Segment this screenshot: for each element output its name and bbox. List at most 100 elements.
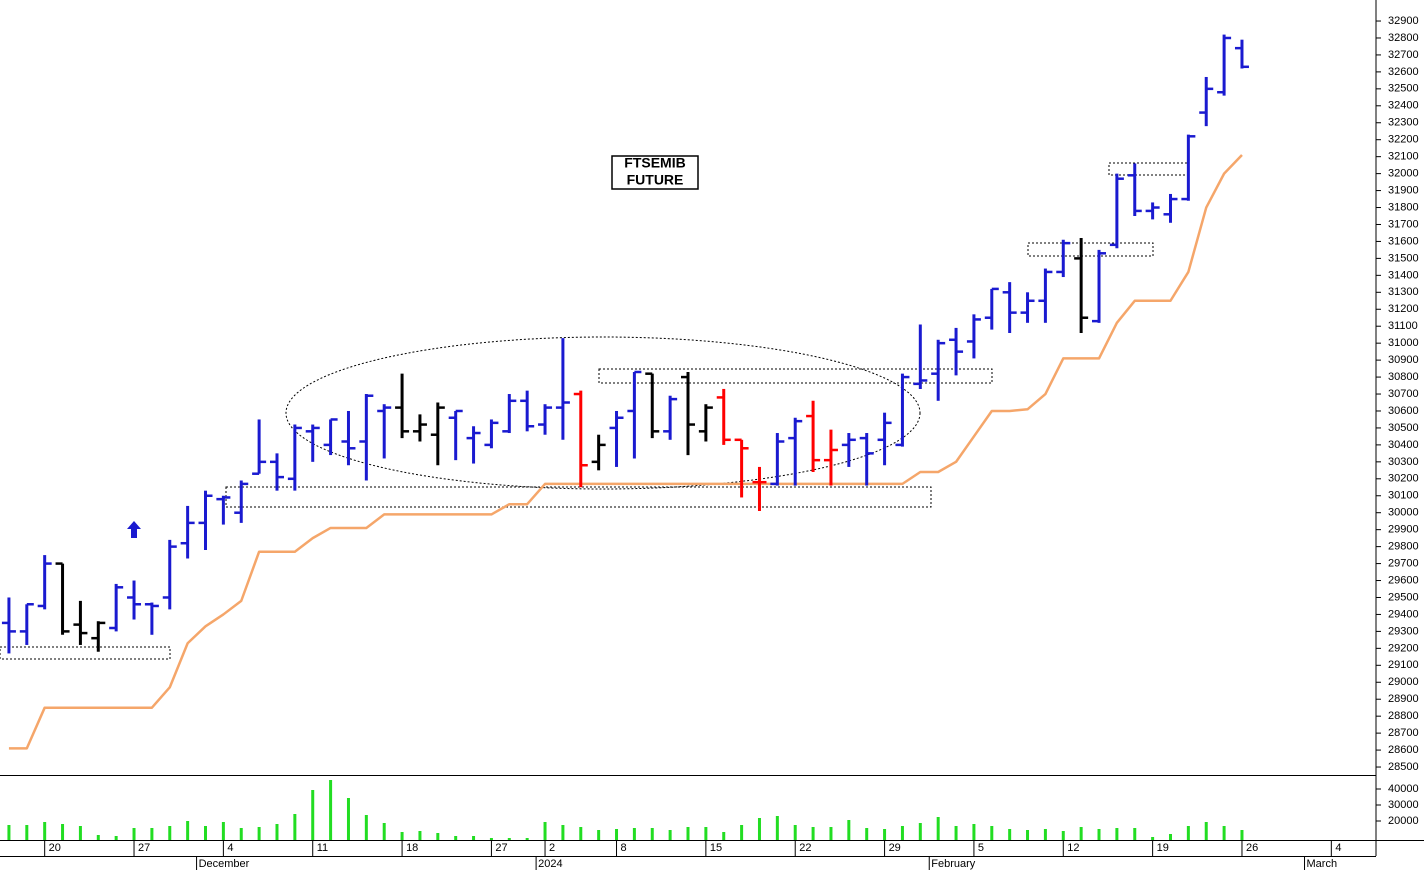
volume-bar bbox=[78, 826, 82, 840]
volume-bar bbox=[704, 827, 708, 840]
volume-bar bbox=[918, 823, 922, 840]
volume-bar bbox=[615, 829, 619, 840]
x-tick-label: 8 bbox=[621, 842, 627, 854]
x-tick-label: 27 bbox=[138, 842, 150, 854]
volume-bar bbox=[454, 836, 458, 840]
volume-bar bbox=[811, 827, 815, 840]
y-tick-label: 30600 bbox=[1388, 405, 1419, 417]
volume-bar bbox=[132, 828, 136, 840]
volume-bar bbox=[883, 829, 887, 840]
volume-bar bbox=[1240, 830, 1244, 840]
volume-bar bbox=[543, 822, 547, 840]
volume-bar bbox=[1186, 826, 1190, 840]
y-tick-label: 30000 bbox=[1388, 507, 1419, 519]
y-tick-label: 32100 bbox=[1388, 151, 1419, 163]
volume-bar bbox=[150, 828, 154, 840]
volume-bar bbox=[1133, 828, 1137, 840]
volume-bar bbox=[1115, 828, 1119, 840]
chart-title: FUTURE bbox=[627, 172, 684, 188]
y-tick-label: 30900 bbox=[1388, 354, 1419, 366]
volume-bar bbox=[239, 828, 243, 840]
y-tick-label: 30400 bbox=[1388, 439, 1419, 451]
y-tick-label: 30700 bbox=[1388, 388, 1419, 400]
volume-bar bbox=[436, 833, 440, 840]
y-tick-label: 29100 bbox=[1388, 659, 1419, 671]
volume-bar bbox=[632, 828, 636, 840]
resistance-zone bbox=[598, 368, 993, 384]
x-tick-label: 2 bbox=[549, 842, 555, 854]
volume-bar bbox=[168, 826, 172, 840]
volume-bar bbox=[686, 827, 690, 840]
y-tick-label: 31100 bbox=[1388, 320, 1418, 332]
y-tick-label: 31000 bbox=[1388, 337, 1419, 349]
x-tick-label: 11 bbox=[317, 842, 328, 854]
volume-bar bbox=[1043, 829, 1047, 840]
y-tick-label: 29600 bbox=[1388, 574, 1419, 586]
y-tick-label: 32200 bbox=[1388, 134, 1419, 146]
y-tick-label: 32700 bbox=[1388, 49, 1419, 61]
y-tick-label: 29800 bbox=[1388, 541, 1419, 553]
volume-bar bbox=[1151, 837, 1155, 840]
volume-bar bbox=[114, 836, 118, 840]
y-tick-label: 30800 bbox=[1388, 371, 1419, 383]
y-tick-label: 29900 bbox=[1388, 524, 1419, 536]
volume-bar bbox=[257, 827, 261, 840]
volume-bar bbox=[740, 825, 744, 840]
volume-bar bbox=[936, 817, 940, 840]
y-tick-label: 28700 bbox=[1388, 727, 1419, 739]
volume-bar bbox=[43, 822, 47, 840]
y-tick-label: 30300 bbox=[1388, 456, 1419, 468]
x-tick-label: 5 bbox=[978, 842, 984, 854]
volume-bar bbox=[311, 790, 315, 840]
volume-bar bbox=[61, 824, 65, 840]
volume-bar bbox=[579, 827, 583, 840]
consolidation-ellipse bbox=[285, 336, 921, 490]
x-tick-label: 29 bbox=[889, 842, 901, 854]
volume-bar bbox=[418, 831, 422, 840]
volume-bar bbox=[221, 822, 225, 840]
volume-bar bbox=[865, 828, 869, 840]
y-tick-label: 28900 bbox=[1388, 693, 1419, 705]
y-tick-label: 32400 bbox=[1388, 100, 1419, 112]
volume-bar bbox=[400, 832, 404, 840]
y-tick-label: 28500 bbox=[1388, 761, 1419, 773]
y-tick-label: 28600 bbox=[1388, 744, 1419, 756]
y-tick-label: 29200 bbox=[1388, 642, 1419, 654]
volume-tick-label: 40000 bbox=[1388, 783, 1419, 795]
volume-tick-label: 20000 bbox=[1388, 815, 1419, 827]
volume-bar bbox=[1008, 829, 1012, 840]
y-tick-label: 32800 bbox=[1388, 32, 1419, 44]
volume-bar bbox=[1061, 831, 1065, 840]
volume-tick-label: 30000 bbox=[1388, 799, 1419, 811]
x-tick-label: 18 bbox=[406, 842, 418, 854]
y-tick-label: 29000 bbox=[1388, 676, 1419, 688]
y-tick-label: 29400 bbox=[1388, 608, 1419, 620]
volume-bar bbox=[1204, 822, 1208, 840]
month-label: 2024 bbox=[538, 858, 562, 870]
y-tick-label: 29700 bbox=[1388, 557, 1419, 569]
y-tick-label: 28800 bbox=[1388, 710, 1419, 722]
x-tick-label: 4 bbox=[227, 842, 233, 854]
signal-arrow bbox=[127, 521, 141, 538]
volume-bar bbox=[364, 815, 368, 840]
volume-bar bbox=[1222, 826, 1226, 840]
y-tick-label: 31800 bbox=[1388, 201, 1419, 213]
volume-bar bbox=[597, 830, 601, 840]
volume-bar bbox=[668, 830, 672, 840]
y-tick-label: 30500 bbox=[1388, 422, 1419, 434]
volume-bar bbox=[990, 826, 994, 840]
x-tick-label: 15 bbox=[710, 842, 722, 854]
volume-bar bbox=[382, 823, 386, 840]
volume-bar bbox=[972, 824, 976, 840]
y-tick-label: 31400 bbox=[1388, 269, 1419, 281]
volume-bar bbox=[186, 821, 190, 840]
y-tick-label: 32900 bbox=[1388, 15, 1419, 27]
month-label: March bbox=[1307, 858, 1338, 870]
volume-bar bbox=[7, 825, 11, 840]
chart-title: FTSEMIB bbox=[624, 155, 685, 171]
volume-bar bbox=[346, 798, 350, 840]
x-tick-label: 22 bbox=[799, 842, 811, 854]
